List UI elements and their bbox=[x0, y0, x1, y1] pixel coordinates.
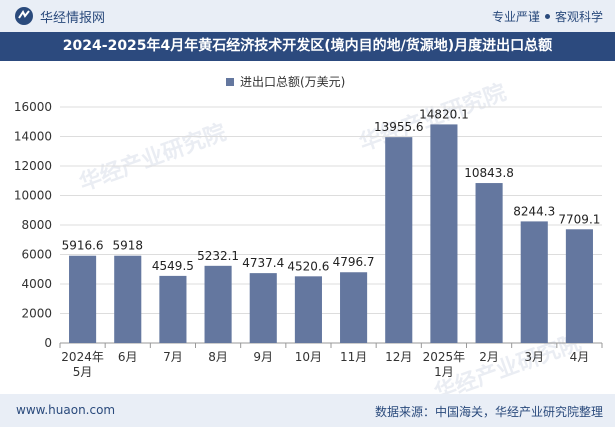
bar bbox=[340, 272, 368, 343]
x-tick-label-line: 10月 bbox=[295, 350, 322, 364]
x-tick-label-line: 11月 bbox=[340, 350, 367, 364]
title-bar: 2024-2025年4月年黄石经济技术开发区(境内目的地/货源地)月度进出口总额 bbox=[0, 32, 615, 61]
y-tick-label: 6000 bbox=[21, 248, 52, 262]
tagline: 专业严谨 客观科学 bbox=[492, 8, 603, 25]
x-tick-label-line: 1月 bbox=[434, 365, 454, 379]
x-tick-label-line: 3月 bbox=[524, 350, 544, 364]
x-tick-label: 6月 bbox=[118, 350, 138, 364]
x-tick-label-line: 12月 bbox=[385, 350, 412, 364]
x-tick-label: 7月 bbox=[163, 350, 183, 364]
data-label: 7709.1 bbox=[558, 212, 600, 226]
x-tick-label: 4月 bbox=[570, 350, 590, 364]
data-label: 8244.3 bbox=[513, 204, 555, 218]
x-tick-label-line: 2024年 bbox=[61, 350, 104, 364]
data-label: 14820.1 bbox=[419, 107, 469, 121]
bar bbox=[114, 255, 142, 343]
bar bbox=[204, 265, 232, 343]
x-tick-label: 12月 bbox=[385, 350, 412, 364]
y-tick-label: 10000 bbox=[14, 189, 52, 203]
chart-legend: 进出口总额(万美元) bbox=[226, 73, 345, 90]
legend-swatch bbox=[226, 77, 234, 86]
x-tick-label: 2025年 1月 bbox=[423, 350, 466, 379]
bar bbox=[385, 137, 413, 343]
bar bbox=[249, 273, 277, 343]
y-tick-label: 2000 bbox=[21, 307, 52, 321]
tagline-separator bbox=[544, 14, 550, 19]
y-tick-label: 16000 bbox=[14, 100, 52, 114]
y-tick-label: 14000 bbox=[14, 130, 52, 144]
bar bbox=[294, 276, 322, 343]
x-tick-label-line: 7月 bbox=[163, 350, 183, 364]
bar bbox=[69, 255, 97, 343]
brand-logo-icon bbox=[15, 7, 33, 25]
footer-source: 数据来源：中国海关，华经产业研究院整理 bbox=[374, 405, 603, 419]
x-tick-label-line: 9月 bbox=[253, 350, 273, 364]
brand-logo: 华经情报网 bbox=[14, 6, 105, 26]
bar bbox=[565, 229, 593, 343]
y-tick-label: 12000 bbox=[14, 159, 52, 173]
data-label: 10843.8 bbox=[464, 166, 514, 180]
tagline-right: 客观科学 bbox=[554, 10, 603, 24]
bar bbox=[520, 221, 548, 343]
x-tick-label-line: 2025年 bbox=[423, 350, 466, 364]
data-label: 5918 bbox=[112, 239, 143, 253]
x-tick-label: 10月 bbox=[295, 350, 322, 364]
footer-website: www.huaon.com bbox=[16, 403, 116, 417]
data-label: 4549.5 bbox=[152, 259, 194, 273]
data-label: 4796.7 bbox=[333, 255, 375, 269]
bar bbox=[159, 275, 187, 343]
tagline-left: 专业严谨 bbox=[491, 10, 540, 24]
header-bar: 华经情报网 专业严谨 客观科学 bbox=[0, 0, 615, 32]
x-tick-label: 2月 bbox=[479, 350, 499, 364]
brand-name: 华经情报网 bbox=[40, 10, 106, 26]
y-tick-label: 8000 bbox=[21, 218, 52, 232]
data-label: 4520.6 bbox=[287, 259, 329, 273]
x-tick-label-line: 4月 bbox=[570, 350, 590, 364]
x-tick-label-line: 6月 bbox=[118, 350, 138, 364]
y-tick-label: 0 bbox=[44, 336, 52, 350]
legend-label: 进出口总额(万美元) bbox=[240, 75, 346, 89]
x-tick-label-line: 5月 bbox=[73, 365, 93, 379]
x-tick-label: 9月 bbox=[253, 350, 273, 364]
data-label: 4737.4 bbox=[242, 256, 284, 270]
x-tick-label-line: 8月 bbox=[208, 350, 228, 364]
y-tick-label: 4000 bbox=[21, 277, 52, 291]
bar bbox=[430, 124, 458, 343]
data-label: 13955.6 bbox=[374, 120, 424, 134]
chart-title: 2024-2025年4月年黄石经济技术开发区(境内目的地/货源地)月度进出口总额 bbox=[62, 38, 553, 54]
bar-chart: 0 2000 4000 6000 8000 10000 12000 14000 16000 591… bbox=[14, 100, 603, 379]
x-tick-label: 11月 bbox=[340, 350, 367, 364]
x-tick-label-line: 2月 bbox=[479, 350, 499, 364]
x-tick-label: 3月 bbox=[524, 350, 544, 364]
data-label: 5916.6 bbox=[62, 239, 104, 253]
x-tick-label: 8月 bbox=[208, 350, 228, 364]
bar bbox=[475, 183, 503, 343]
data-label: 5232.1 bbox=[197, 249, 239, 263]
footer-bar: www.huaon.com 数据来源：中国海关，华经产业研究院整理 bbox=[0, 394, 615, 427]
x-tick-label: 2024年 5月 bbox=[61, 350, 104, 379]
